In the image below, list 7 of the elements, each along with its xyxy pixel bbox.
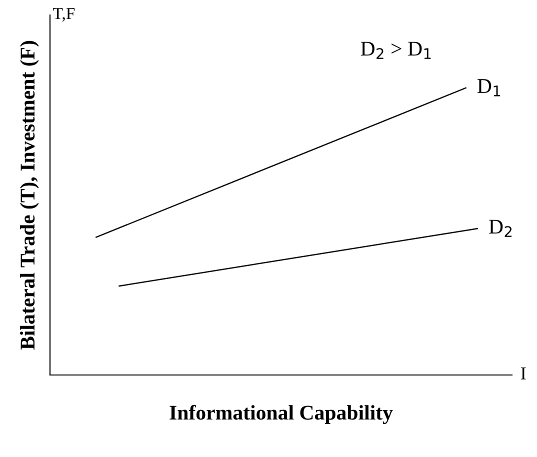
series-label: D$_{2}$ xyxy=(489,220,512,237)
text: T,F xyxy=(53,8,75,22)
text: I xyxy=(520,368,526,380)
y-axis-title: Bilateral Trade (T), Investment (F) xyxy=(20,40,39,350)
series-label: D$_{1}$ xyxy=(478,79,500,96)
text: D$_{2}$ > D$_{1}$ xyxy=(360,42,431,59)
x-axis-title: Informational Capability xyxy=(170,404,393,424)
